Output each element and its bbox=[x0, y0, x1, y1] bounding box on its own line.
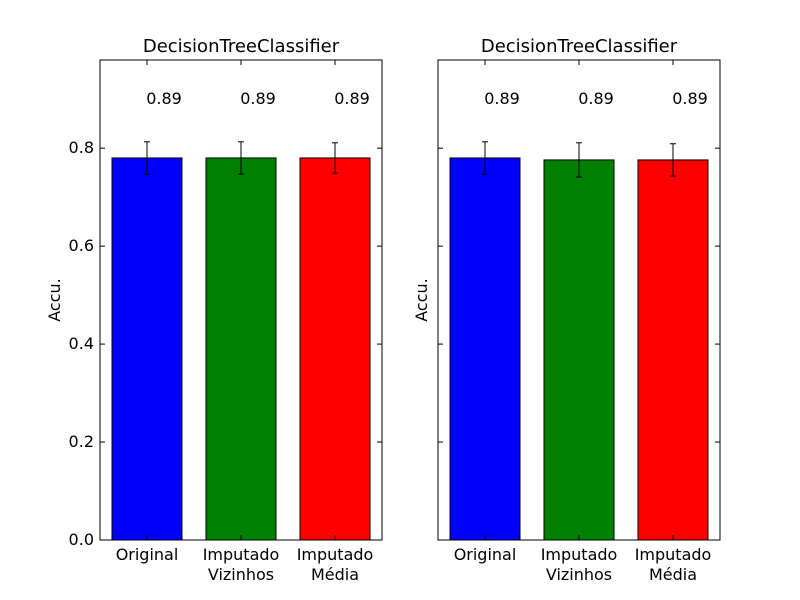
chart-title: DecisionTreeClassifier bbox=[143, 36, 340, 57]
x-tick-label: Imputado Vizinhos bbox=[541, 545, 618, 584]
x-tick-label-line: Imputado bbox=[541, 545, 618, 564]
x-tick-label-line: Vizinhos bbox=[208, 565, 274, 584]
y-axis-label: Accu. bbox=[412, 278, 431, 321]
x-tick-label-line: Original bbox=[116, 545, 179, 564]
y-tick-label: 0.6 bbox=[69, 236, 94, 255]
bar bbox=[543, 159, 615, 541]
bar bbox=[637, 159, 709, 541]
y-tick-label: 0.2 bbox=[69, 432, 94, 451]
x-tick-label-line: Média bbox=[649, 565, 697, 584]
x-tick-label-line: Imputado bbox=[635, 545, 712, 564]
bar bbox=[111, 157, 183, 541]
y-tick-label: 0.0 bbox=[69, 530, 94, 549]
chart-title: DecisionTreeClassifier bbox=[481, 36, 678, 57]
data-label: 0.89 bbox=[146, 89, 182, 108]
data-label: 0.89 bbox=[578, 89, 614, 108]
x-tick-label-line: Original bbox=[454, 545, 517, 564]
data-label: 0.89 bbox=[484, 89, 520, 108]
x-tick-label: Original bbox=[454, 545, 517, 564]
x-tick-label-line: Imputado bbox=[297, 545, 374, 564]
x-tick-label-line: Imputado bbox=[203, 545, 280, 564]
x-tick-label: Imputado Vizinhos bbox=[203, 545, 280, 584]
x-tick-label: Original bbox=[116, 545, 179, 564]
x-tick-label-line: Média bbox=[311, 565, 359, 584]
x-tick-label: Imputado Média bbox=[297, 545, 374, 584]
bar bbox=[299, 157, 371, 541]
chart-panel-1: 0.89 0.89 0.89 0.0 0.2 0.4 0.6 0.8 Original Imput… bbox=[45, 36, 383, 584]
x-tick-label: Imputado Média bbox=[635, 545, 712, 584]
data-label: 0.89 bbox=[672, 89, 708, 108]
bar bbox=[205, 157, 277, 541]
y-tick-label: 0.8 bbox=[69, 138, 94, 157]
bar bbox=[449, 157, 521, 541]
data-label: 0.89 bbox=[334, 89, 370, 108]
x-tick-label-line: Vizinhos bbox=[546, 565, 612, 584]
y-tick-label: 0.4 bbox=[69, 334, 94, 353]
data-label: 0.89 bbox=[240, 89, 276, 108]
y-axis-label: Accu. bbox=[45, 278, 64, 321]
